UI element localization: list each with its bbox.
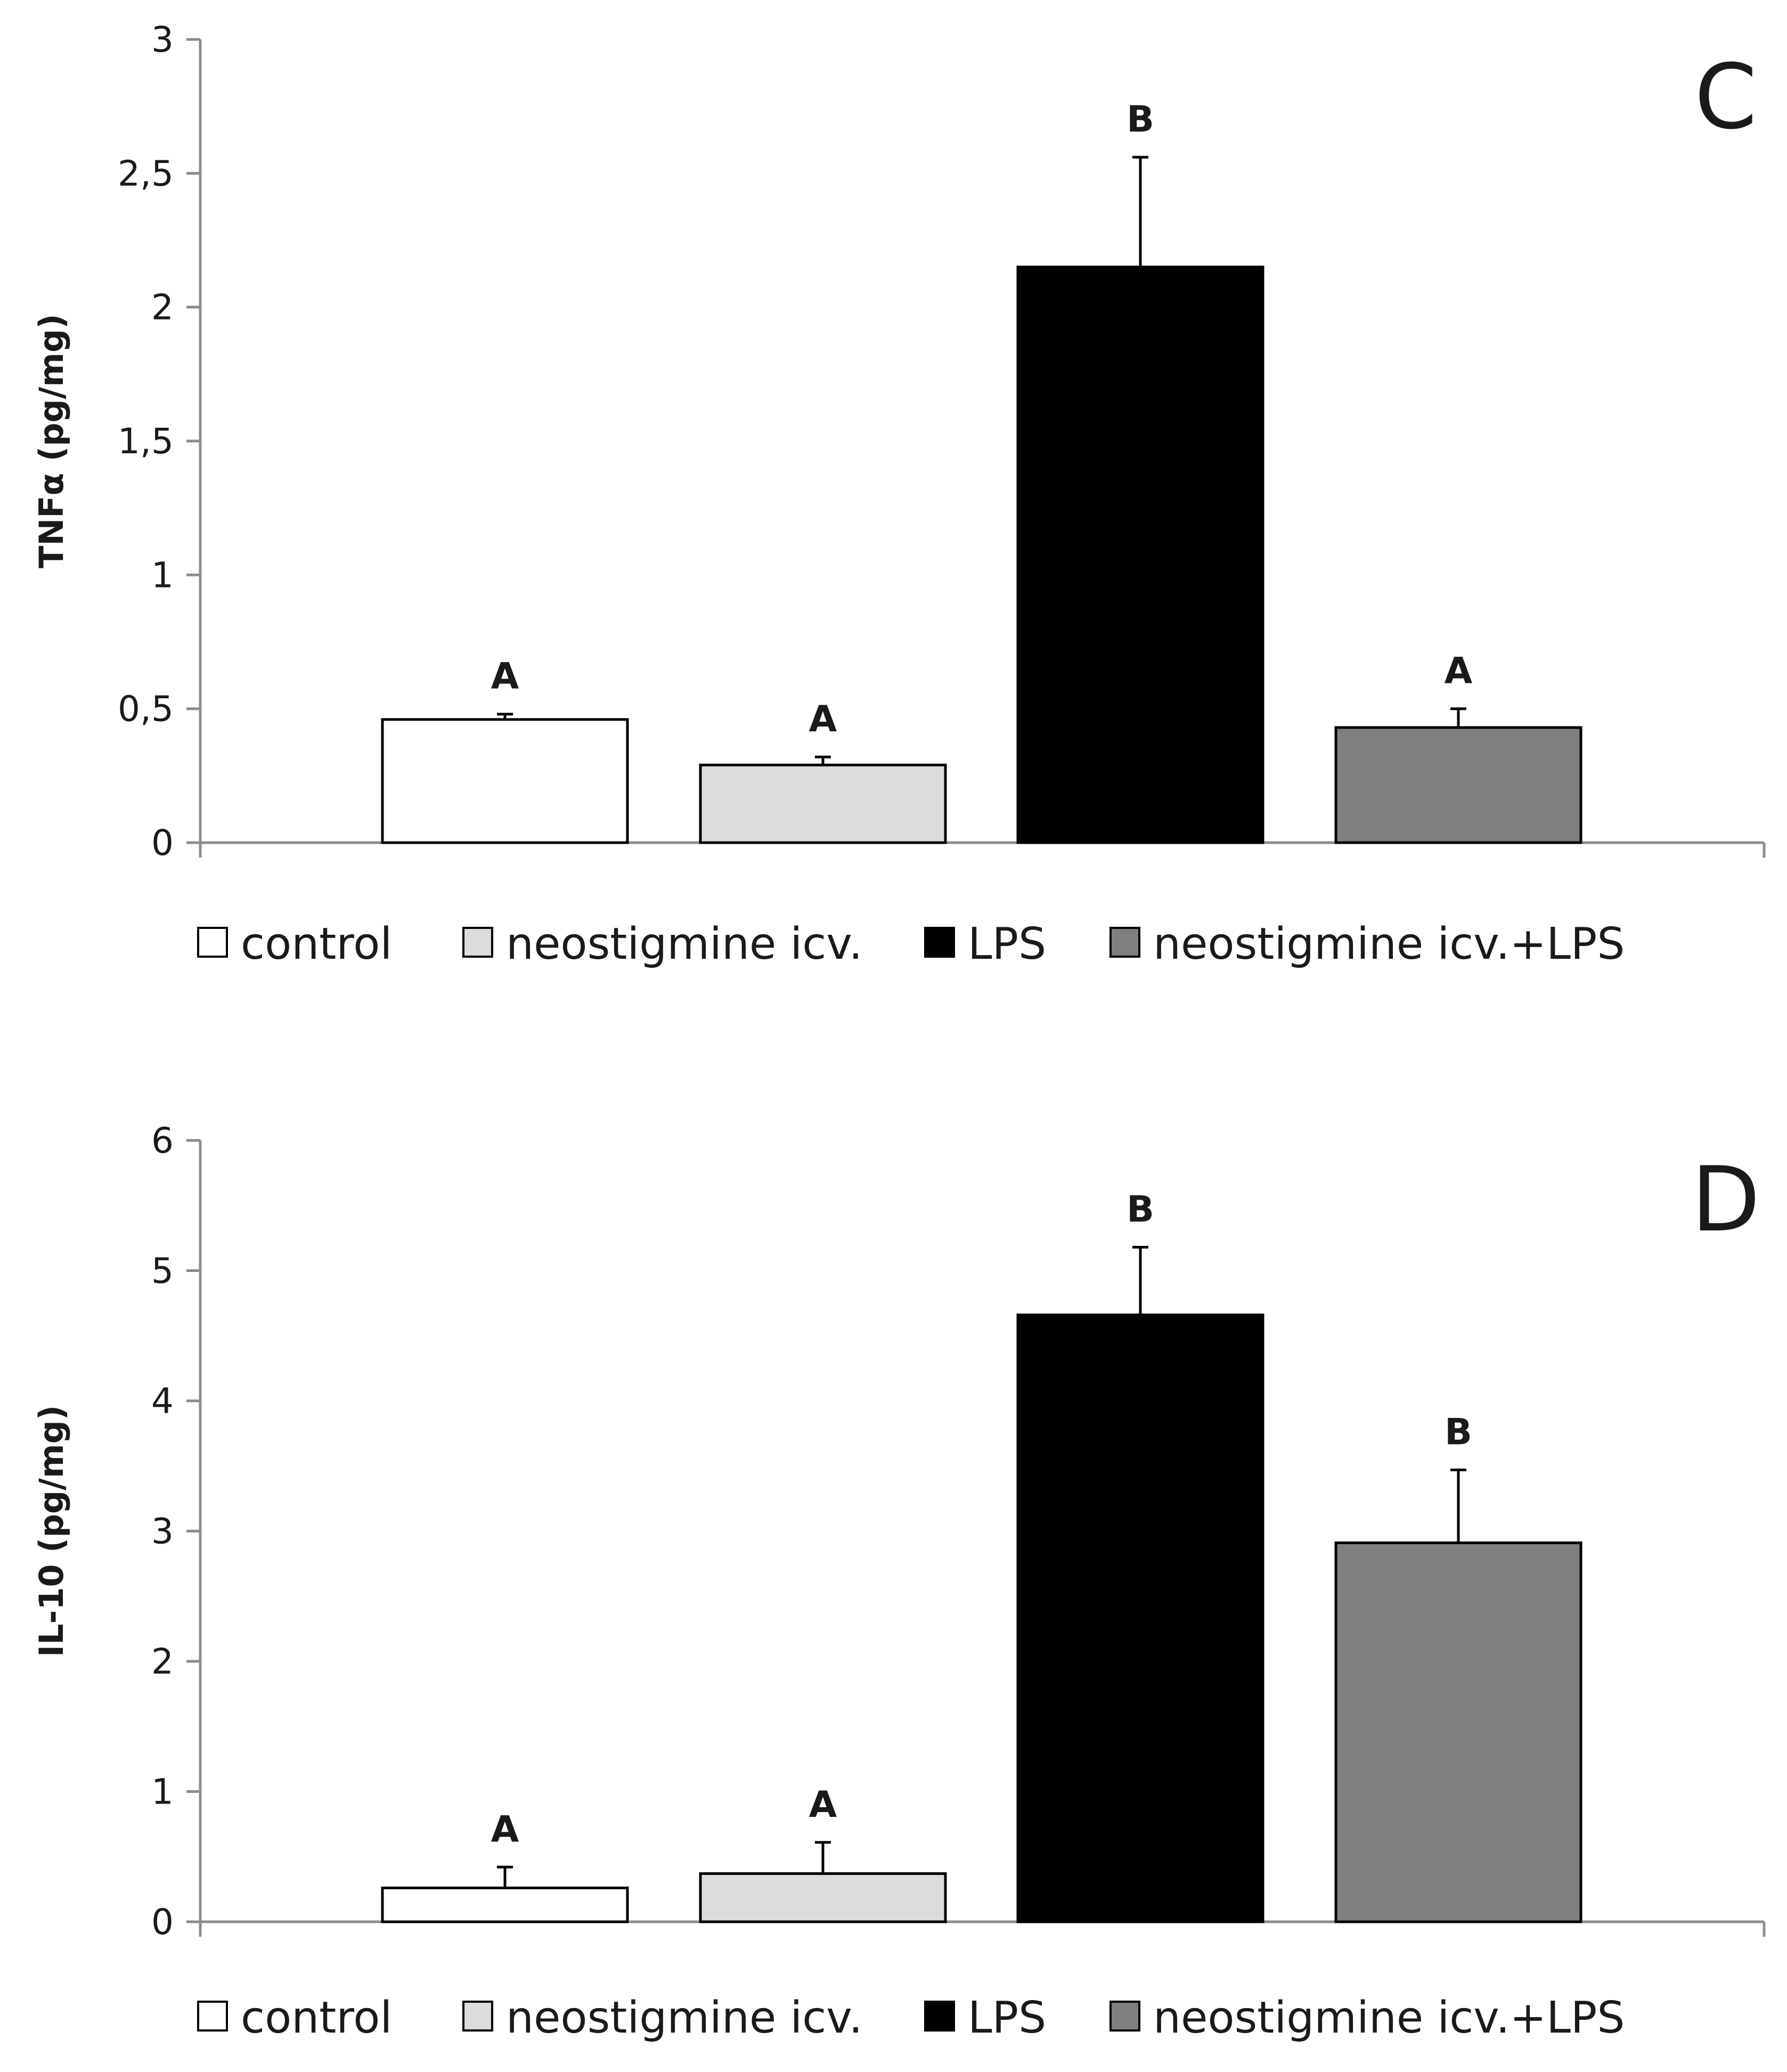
significance-letter: A: [1445, 650, 1473, 692]
significance-letter: B: [1127, 99, 1154, 141]
bar-neostigmine-icv-: [699, 763, 947, 844]
y-tick-label: 0,5: [118, 689, 174, 730]
legend-label: neostigmine icv.+LPS: [1153, 1993, 1625, 2043]
y-tick-label: 3: [151, 1511, 174, 1552]
legend-label: neostigmine icv.+LPS: [1153, 919, 1625, 969]
bar-lps: [1016, 265, 1264, 844]
bar-neostigmine-icv-lps: [1334, 1541, 1582, 1923]
chart-panel-d: 0 1 2 3 4 5 6 IL-10 (pg/mg) D A A B B: [32, 1120, 1766, 1943]
legend-label: neostigmine icv.: [506, 1993, 863, 2043]
y-tick-label: 1: [151, 1772, 174, 1813]
legend-panel-d: control neostigmine icv. LPS neostigmine ic…: [197, 1993, 1625, 2043]
legend-label: neostigmine icv.: [506, 919, 863, 969]
y-tick-label: 6: [151, 1120, 174, 1161]
significance-letter: B: [1127, 1188, 1154, 1230]
y-tick-label: 0: [151, 1902, 174, 1943]
legend-swatch: [462, 927, 493, 958]
significance-letter: A: [491, 1808, 519, 1850]
significance-letter: A: [491, 656, 519, 698]
chart-panel-c: 0 0,5 1 1,5 2 2,5 3 TNFα (pg/mg) C A A B A: [32, 19, 1766, 863]
legend-swatch: [924, 2001, 955, 2032]
panel-letter: C: [1694, 45, 1757, 149]
bar-control: [381, 1886, 629, 1923]
y-tick-label: 4: [151, 1381, 174, 1422]
y-tick-label: 1,5: [118, 421, 174, 462]
legend-label: control: [241, 919, 392, 969]
panel-letter: D: [1691, 1147, 1760, 1252]
y-tick-label: 5: [151, 1251, 174, 1292]
y-tick-label: 2: [151, 287, 174, 328]
legend-swatch: [1109, 2001, 1140, 2032]
y-tick-label: 1: [151, 554, 174, 596]
significance-letter: A: [809, 1784, 837, 1826]
bar-lps: [1016, 1314, 1264, 1923]
y-tick-label: 3: [151, 19, 174, 60]
legend-swatch: [1109, 927, 1140, 958]
legend-label: LPS: [968, 919, 1046, 969]
y-tick-label: 2: [151, 1641, 174, 1682]
legend-swatch: [924, 927, 955, 958]
legend-swatch: [462, 2001, 493, 2032]
y-axis-title: TNFα (pg/mg): [32, 314, 71, 568]
y-tick-label: 0: [151, 822, 174, 863]
bar-control: [381, 718, 629, 844]
bar-neostigmine-icv-lps: [1334, 726, 1582, 844]
y-axis-title: IL-10 (pg/mg): [32, 1405, 71, 1657]
significance-letter: B: [1445, 1412, 1472, 1454]
bar-neostigmine-icv-: [699, 1872, 947, 1923]
significance-letter: A: [809, 698, 837, 740]
legend-swatch: [197, 927, 228, 958]
y-tick-label: 2,5: [118, 153, 174, 194]
legend-panel-c: control neostigmine icv. LPS neostigmine ic…: [197, 919, 1625, 969]
legend-label: LPS: [968, 1993, 1046, 2043]
legend-swatch: [197, 2001, 228, 2032]
legend-label: control: [241, 1993, 392, 2043]
